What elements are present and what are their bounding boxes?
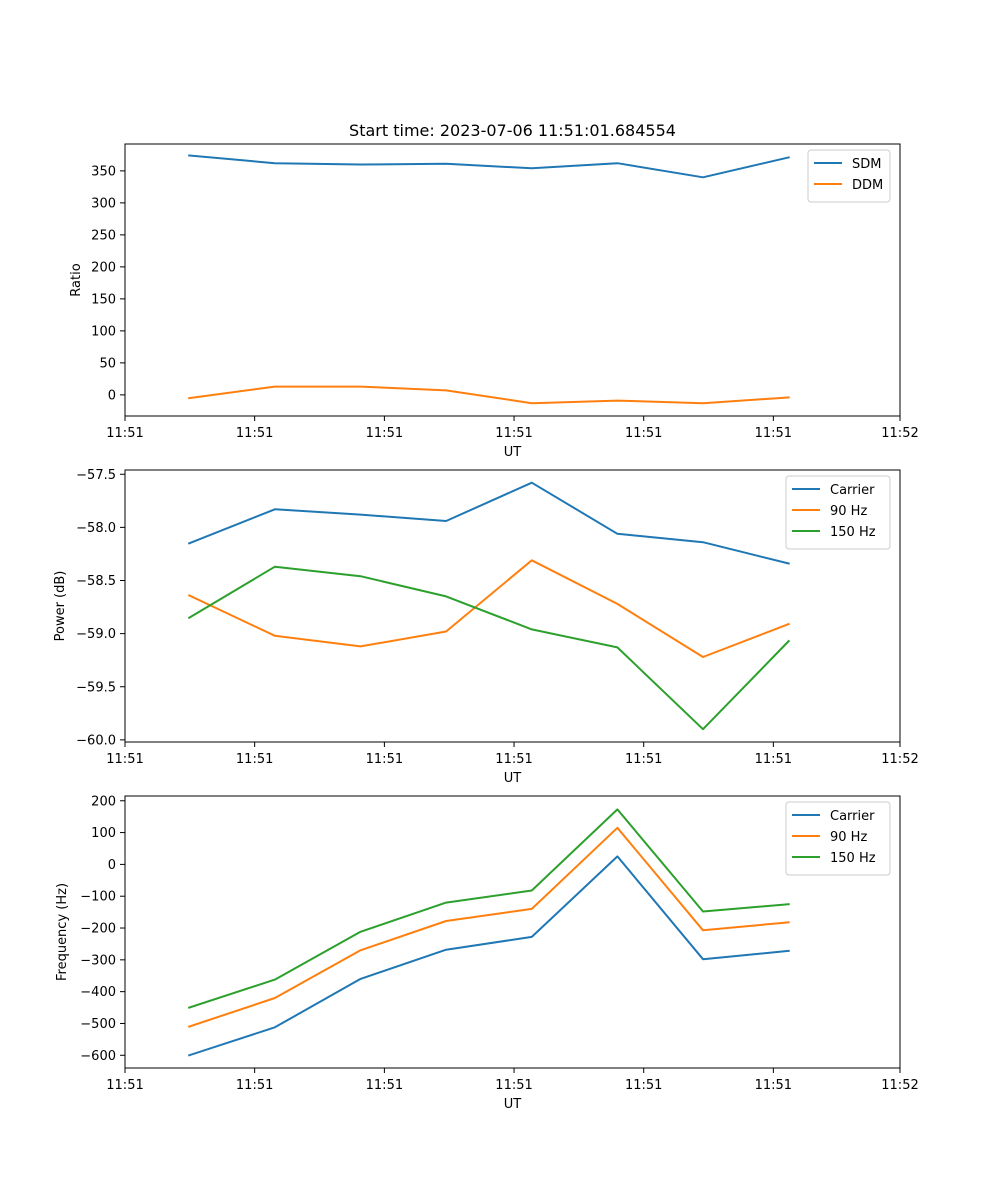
- chart-ratio: Start time: 2023-07-06 11:51:01.684554 U…: [69, 121, 919, 460]
- y-tick-label: 200: [91, 794, 116, 809]
- y-tick-label: 200: [91, 260, 116, 275]
- y-tick-label: 100: [91, 324, 116, 339]
- x-axis-label: UT: [504, 445, 522, 460]
- plot-frame: [124, 795, 901, 1069]
- x-tick-label: 11:51: [236, 426, 273, 441]
- legend-label: 90 Hz: [830, 504, 867, 519]
- x-tick-label: 11:51: [236, 752, 273, 767]
- legend: SDM DDM: [807, 149, 891, 203]
- y-tick-label: −58.5: [76, 574, 116, 589]
- y-tick-label: −59.0: [76, 627, 116, 642]
- legend-label: Carrier: [830, 483, 875, 498]
- y-axis-label: Frequency (Hz): [55, 883, 70, 981]
- series-line-150-hz: [187, 565, 791, 731]
- x-tick-label: 11:51: [236, 1078, 273, 1093]
- x-axis-label: UT: [504, 1097, 522, 1112]
- y-tick-label: 150: [91, 292, 116, 307]
- y-tick-label: −400: [80, 985, 116, 1000]
- x-tick-label: 11:52: [881, 1078, 918, 1093]
- y-axis-label: Ratio: [69, 263, 84, 296]
- y-tick-label: 250: [91, 228, 116, 243]
- y-tick-label: −600: [80, 1049, 116, 1064]
- plot-frame: [124, 143, 901, 417]
- y-tick-label: 50: [99, 356, 116, 371]
- chart-power: UT Power (dB) 11:51 11:51 11:51 11:51 11:51 1…: [53, 468, 919, 786]
- x-tick-label: 11:51: [366, 426, 403, 441]
- y-tick-label: 100: [91, 826, 116, 841]
- series-line-carrier: [187, 855, 790, 1057]
- chart-title: Start time: 2023-07-06 11:51:01.684554: [349, 121, 676, 140]
- x-tick-label: 11:51: [366, 1078, 403, 1093]
- x-tick-label: 11:51: [106, 752, 143, 767]
- y-tick-label: −100: [80, 890, 116, 905]
- x-axis-label: UT: [504, 771, 522, 786]
- x-tick-label: 11:51: [366, 752, 403, 767]
- y-tick-label: −200: [80, 922, 116, 937]
- x-tick-label: 11:52: [881, 752, 918, 767]
- legend-label: 150 Hz: [830, 525, 876, 540]
- y-tick-label: −58.0: [76, 521, 116, 536]
- y-tick-label: −500: [80, 1017, 116, 1032]
- legend-label: Carrier: [830, 809, 875, 824]
- legend: Carrier 90 Hz 150 Hz: [785, 475, 891, 550]
- y-tick-label: 300: [91, 196, 116, 211]
- x-tick-label: 11:52: [881, 426, 918, 441]
- y-tick-label: −59.5: [76, 680, 116, 695]
- legend-label: 90 Hz: [830, 830, 867, 845]
- legend-label: SDM: [852, 157, 881, 172]
- y-tick-label: 0: [108, 858, 116, 873]
- x-tick-label: 11:51: [106, 426, 143, 441]
- x-tick-label: 11:51: [755, 752, 792, 767]
- y-axis-label: Power (dB): [53, 571, 68, 642]
- series-line-90-hz: [187, 826, 790, 1028]
- series-line-150-hz: [187, 808, 790, 1009]
- legend-label: DDM: [852, 178, 883, 193]
- y-tick-label: −57.5: [76, 468, 116, 483]
- x-tick-label: 11:51: [625, 426, 662, 441]
- x-tick-label: 11:51: [755, 1078, 792, 1093]
- legend-label: 150 Hz: [830, 851, 876, 866]
- x-tick-label: 11:51: [625, 752, 662, 767]
- series-line-sdm: [188, 154, 790, 179]
- y-tick-label: 0: [108, 388, 116, 403]
- x-tick-label: 11:51: [495, 752, 532, 767]
- x-tick-label: 11:51: [625, 1078, 662, 1093]
- y-tick-label: 350: [91, 164, 116, 179]
- series-line-ddm: [188, 385, 790, 405]
- x-tick-label: 11:51: [495, 426, 532, 441]
- y-tick-label: −300: [80, 953, 116, 968]
- series-line-90-hz: [187, 559, 790, 658]
- x-tick-label: 11:51: [495, 1078, 532, 1093]
- series-line-carrier: [187, 481, 790, 565]
- x-tick-label: 11:51: [755, 426, 792, 441]
- plot-frame: [124, 469, 901, 743]
- x-tick-label: 11:51: [106, 1078, 143, 1093]
- legend: Carrier 90 Hz 150 Hz: [785, 801, 891, 876]
- chart-frequency: UT Frequency (Hz) 11:51 11:51 11:51 11:51 11…: [55, 794, 919, 1112]
- y-tick-label: −60.0: [76, 733, 116, 748]
